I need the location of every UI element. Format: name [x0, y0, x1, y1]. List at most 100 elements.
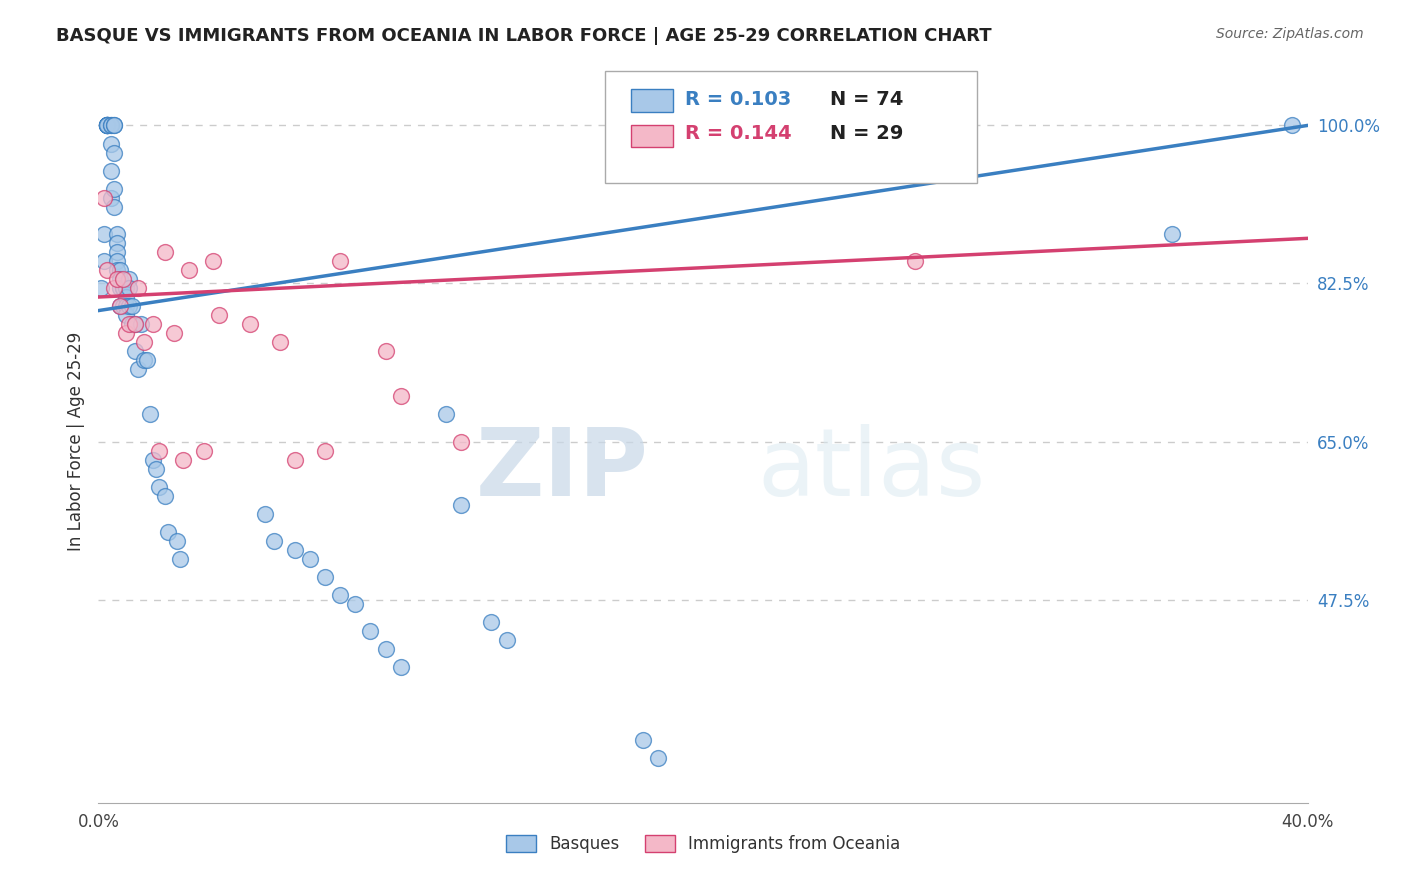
Point [105, 272, 128, 286]
Point [100, 163, 122, 178]
Point [172, 452, 194, 467]
Point [153, 244, 176, 259]
Point [481, 615, 503, 630]
Point [124, 317, 146, 331]
Point [179, 263, 201, 277]
Point [103, 281, 125, 295]
Point [374, 642, 396, 657]
Point [105, 244, 128, 259]
Point [118, 299, 141, 313]
Point [127, 362, 149, 376]
Point [108, 281, 131, 295]
Point [135, 353, 157, 368]
Point [96, 263, 118, 277]
Point [132, 353, 155, 368]
Point [344, 597, 367, 611]
Text: R = 0.103: R = 0.103 [685, 89, 792, 109]
Point [1281, 119, 1303, 133]
Point [239, 317, 262, 331]
Point [96, 119, 118, 133]
Point [105, 263, 128, 277]
Point [208, 308, 231, 322]
Point [114, 290, 136, 304]
Point [142, 317, 165, 331]
Point [360, 624, 382, 639]
Point [111, 281, 134, 295]
Point [118, 317, 141, 331]
Y-axis label: In Labor Force | Age 25-29: In Labor Force | Age 25-29 [66, 332, 84, 551]
Point [166, 533, 188, 548]
Point [118, 281, 141, 295]
Point [142, 452, 165, 467]
Point [156, 524, 179, 539]
Point [202, 254, 225, 268]
Point [105, 227, 128, 241]
Point [100, 136, 122, 151]
Point [329, 254, 352, 268]
Point [105, 235, 128, 250]
Point [103, 119, 125, 133]
Point [100, 119, 122, 133]
Point [114, 281, 136, 295]
Point [269, 335, 291, 350]
Point [121, 299, 143, 313]
Point [111, 299, 134, 313]
Point [108, 299, 131, 313]
Point [90, 281, 112, 295]
Point [93, 227, 115, 241]
Point [904, 254, 927, 268]
Point [132, 335, 155, 350]
Point [114, 326, 136, 341]
Point [118, 272, 141, 286]
Point [495, 633, 517, 648]
Point [450, 434, 472, 449]
Point [108, 299, 131, 313]
Point [93, 254, 115, 268]
Point [299, 552, 322, 566]
Point [111, 272, 134, 286]
Point [96, 119, 118, 133]
Point [314, 443, 336, 458]
Point [129, 317, 152, 331]
Point [647, 750, 669, 764]
Text: ZIP: ZIP [475, 425, 648, 516]
Point [96, 119, 118, 133]
Point [163, 326, 186, 341]
Point [329, 588, 352, 602]
Point [105, 254, 128, 268]
Point [96, 119, 118, 133]
Point [96, 119, 118, 133]
Point [100, 191, 122, 205]
Point [96, 119, 118, 133]
Point [111, 281, 134, 295]
Point [93, 191, 115, 205]
Point [193, 443, 215, 458]
Point [139, 408, 162, 422]
Point [100, 119, 122, 133]
Point [314, 570, 336, 584]
Point [148, 443, 170, 458]
Point [96, 119, 118, 133]
Text: atlas: atlas [758, 425, 986, 516]
Point [103, 181, 125, 195]
Point [450, 498, 472, 512]
Text: BASQUE VS IMMIGRANTS FROM OCEANIA IN LABOR FORCE | AGE 25-29 CORRELATION CHART: BASQUE VS IMMIGRANTS FROM OCEANIA IN LAB… [56, 27, 991, 45]
Point [374, 344, 396, 359]
Text: N = 74: N = 74 [830, 89, 903, 109]
Point [253, 507, 276, 521]
Point [631, 732, 654, 747]
Point [103, 145, 125, 160]
Point [114, 308, 136, 322]
Point [263, 533, 285, 548]
Point [389, 660, 412, 674]
Point [127, 281, 149, 295]
Point [145, 461, 167, 475]
Point [108, 263, 131, 277]
Point [121, 317, 143, 331]
Text: Source: ZipAtlas.com: Source: ZipAtlas.com [1216, 27, 1364, 41]
Point [284, 452, 307, 467]
Text: N = 29: N = 29 [830, 124, 903, 144]
Point [124, 317, 146, 331]
Point [389, 389, 412, 403]
Point [114, 299, 136, 313]
